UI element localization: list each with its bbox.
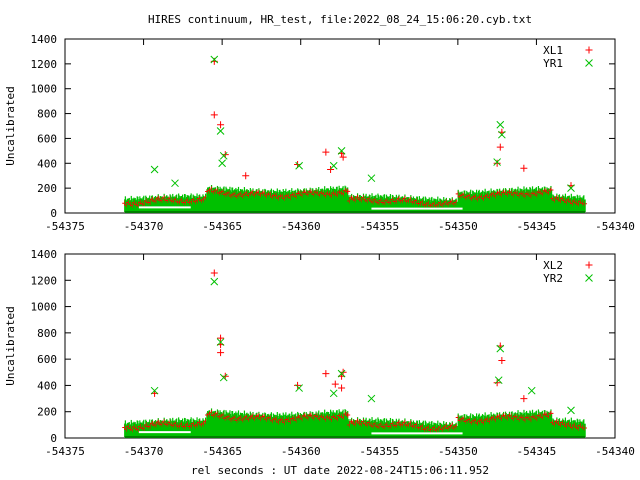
y-tick-label: 1000 [31, 83, 58, 96]
data-point-yr1 [496, 120, 505, 129]
legend-label: XL2 [543, 259, 563, 272]
continuum-point [345, 412, 351, 418]
data-point-yr2 [567, 406, 575, 415]
y-tick-label: 0 [50, 207, 57, 220]
x-tick-label: -54365 [202, 445, 242, 458]
x-tick-label: -54360 [281, 220, 321, 233]
y-tick-label: 1200 [31, 274, 58, 287]
legend-label: YR2 [543, 272, 563, 285]
data-point-xl2 [217, 349, 225, 357]
y-tick-label: 200 [37, 406, 57, 419]
legend-marker [585, 59, 593, 67]
x-tick-label: -54365 [202, 220, 242, 233]
data-point-xl2 [210, 269, 218, 277]
continuum-band [122, 185, 587, 213]
y-tick-label: 1400 [31, 33, 58, 46]
data-point-yr2 [367, 394, 376, 403]
data-point-yr1 [329, 161, 338, 170]
data-point-xl2 [322, 370, 330, 378]
continuum-point [345, 188, 351, 194]
data-point-xl1 [217, 121, 225, 129]
chart-title: HIRES continuum, HR_test, file:2022_08_2… [148, 13, 532, 26]
y-tick-label: 1000 [31, 301, 58, 314]
continuum-band [122, 408, 587, 438]
y-axis-label: Uncalibrated [4, 306, 17, 385]
x-tick-label: -54345 [517, 445, 557, 458]
bottom-panel: 0 200 400 600 800 1000 1200 1400 -54375 -54370 -54… [4, 248, 635, 458]
data-point-yr1 [567, 184, 575, 192]
data-point-yr1 [171, 179, 179, 188]
legend-marker [585, 274, 593, 282]
legend-marker [585, 46, 593, 54]
data-point-yr1 [219, 151, 228, 160]
y-axis-label: Uncalibrated [4, 86, 17, 165]
data-point-xl1 [210, 111, 218, 119]
y-tick-label: 800 [37, 327, 57, 340]
y-tick-label: 400 [37, 379, 57, 392]
y-tick-label: 200 [37, 182, 57, 195]
x-tick-label: -54350 [438, 445, 478, 458]
data-point-xl1 [322, 148, 330, 156]
data-point-yr1 [337, 147, 346, 155]
y-tick-label: 600 [37, 132, 57, 145]
legend-label: XL1 [543, 44, 563, 57]
x-tick-label: -54345 [517, 220, 557, 233]
x-tick-label: -54370 [124, 445, 164, 458]
x-tick-label: -54360 [281, 445, 321, 458]
data-point-yr2 [150, 386, 159, 395]
data-point-yr2 [337, 369, 346, 378]
legend-label: YR1 [543, 57, 563, 70]
x-axis-label: rel seconds : UT date 2022-08-24T15:06:1… [191, 464, 489, 477]
x-tick-label: -54340 [595, 445, 635, 458]
data-point-yr1 [295, 161, 303, 170]
y-tick-label: 600 [37, 353, 57, 366]
y-tick-label: 0 [50, 432, 57, 445]
data-point-xl2 [338, 384, 346, 392]
data-point-xl1 [496, 143, 504, 151]
data-point-xl1 [242, 172, 250, 180]
data-point-xl1 [493, 159, 501, 167]
data-point-yr2 [219, 373, 228, 382]
y-tick-label: 800 [37, 108, 57, 121]
data-point-xl2 [520, 395, 528, 403]
x-tick-label: -54340 [595, 220, 635, 233]
data-point-xl2 [217, 334, 225, 342]
data-point-yr2 [210, 277, 219, 286]
continuum-point [581, 425, 587, 431]
top-panel: 0 200 400 600 800 1000 1200 1400 -54375 -54370 -54… [4, 33, 635, 233]
x-tick-label: -54375 [45, 445, 85, 458]
data-point-yr1 [493, 158, 501, 166]
data-point-yr2 [329, 389, 338, 398]
continuum-point [548, 410, 554, 416]
data-point-yr2 [295, 384, 303, 392]
x-tick-label: -54355 [359, 445, 399, 458]
continuum-point [581, 201, 587, 207]
data-point-yr2 [527, 386, 536, 395]
data-point-yr1 [216, 127, 225, 135]
data-point-yr1 [367, 174, 376, 183]
y-tick-label: 1400 [31, 248, 58, 261]
continuum-point [548, 187, 554, 193]
data-point-yr1 [218, 159, 226, 168]
x-tick-label: -54375 [45, 220, 85, 233]
data-point-yr1 [210, 55, 219, 64]
y-tick-label: 1200 [31, 58, 58, 71]
data-point-xl2 [498, 356, 506, 364]
data-point-xl1 [339, 153, 347, 161]
x-tick-label: -54350 [438, 220, 478, 233]
x-tick-label: -54370 [124, 220, 164, 233]
data-point-xl1 [520, 164, 528, 172]
data-point-yr2 [496, 344, 505, 353]
data-point-yr2 [216, 338, 225, 346]
data-point-yr1 [498, 130, 506, 139]
x-tick-label: -54355 [359, 220, 399, 233]
legend-marker [585, 261, 593, 269]
data-point-xl2 [493, 379, 501, 387]
data-point-xl2 [331, 380, 339, 388]
data-point-yr1 [150, 165, 159, 174]
data-point-yr2 [494, 376, 503, 385]
data-point-xl2 [294, 381, 302, 389]
y-tick-label: 400 [37, 157, 57, 170]
